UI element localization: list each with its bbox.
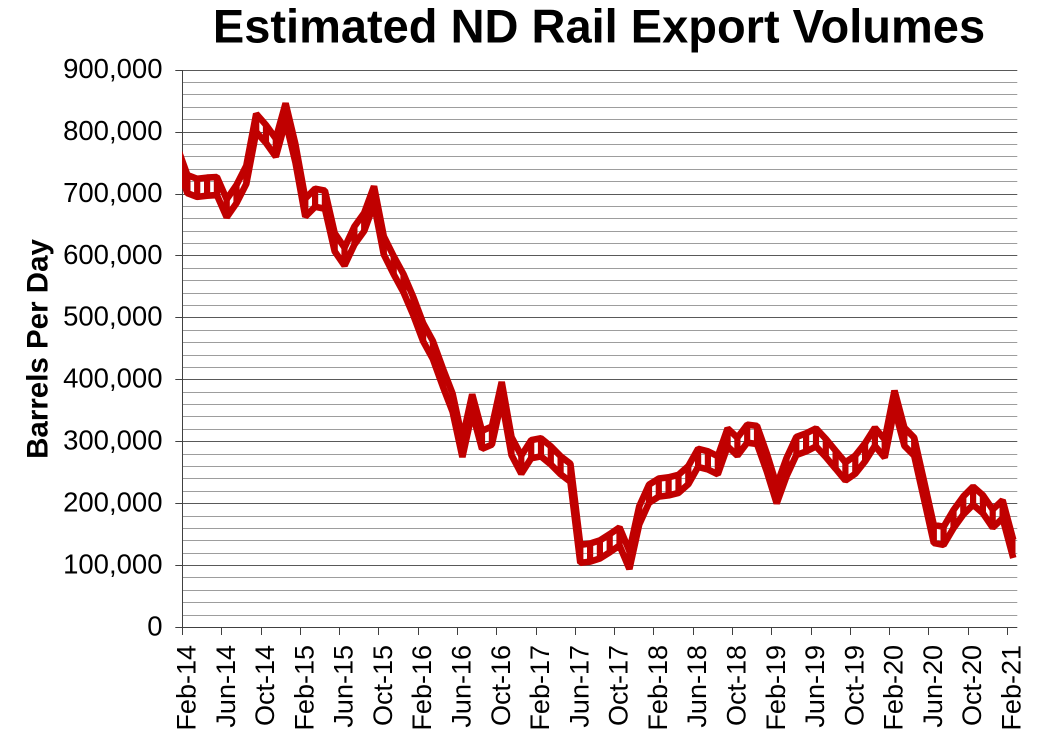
svg-text:Estimated ND Rail Export Volum: Estimated ND Rail Export Volumes: [213, 0, 985, 53]
svg-text:Barrels Per Day: Barrels Per Day: [22, 239, 55, 459]
svg-text:Jun-17: Jun-17: [564, 645, 594, 728]
svg-text:Oct-16: Oct-16: [486, 645, 516, 726]
svg-text:500,000: 500,000: [63, 301, 162, 332]
svg-text:Jun-14: Jun-14: [211, 645, 241, 728]
svg-text:Jun-19: Jun-19: [800, 645, 830, 728]
svg-text:Feb-21: Feb-21: [997, 645, 1027, 731]
svg-text:Feb-16: Feb-16: [407, 645, 437, 731]
svg-text:Jun-15: Jun-15: [329, 645, 359, 728]
svg-text:600,000: 600,000: [63, 239, 162, 270]
svg-text:100,000: 100,000: [63, 548, 162, 579]
svg-text:900,000: 900,000: [63, 53, 162, 84]
svg-text:Oct-20: Oct-20: [957, 645, 987, 726]
svg-text:Oct-15: Oct-15: [368, 645, 398, 726]
svg-text:Oct-14: Oct-14: [250, 645, 280, 726]
svg-text:200,000: 200,000: [63, 486, 162, 517]
svg-text:700,000: 700,000: [63, 177, 162, 208]
svg-text:Jun-18: Jun-18: [682, 645, 712, 728]
svg-text:400,000: 400,000: [63, 363, 162, 394]
svg-text:Feb-14: Feb-14: [172, 645, 202, 731]
svg-text:Feb-17: Feb-17: [525, 645, 555, 731]
svg-text:Oct-18: Oct-18: [722, 645, 752, 726]
svg-text:Jun-16: Jun-16: [447, 645, 477, 728]
svg-text:Feb-20: Feb-20: [879, 645, 909, 731]
svg-text:Feb-18: Feb-18: [643, 645, 673, 731]
svg-text:800,000: 800,000: [63, 115, 162, 146]
svg-text:Oct-17: Oct-17: [604, 645, 634, 726]
svg-text:Feb-19: Feb-19: [761, 645, 791, 731]
svg-text:0: 0: [147, 610, 162, 641]
svg-text:Feb-15: Feb-15: [289, 645, 319, 731]
svg-text:Jun-20: Jun-20: [918, 645, 948, 728]
svg-text:300,000: 300,000: [63, 424, 162, 455]
svg-text:Oct-19: Oct-19: [839, 645, 869, 726]
